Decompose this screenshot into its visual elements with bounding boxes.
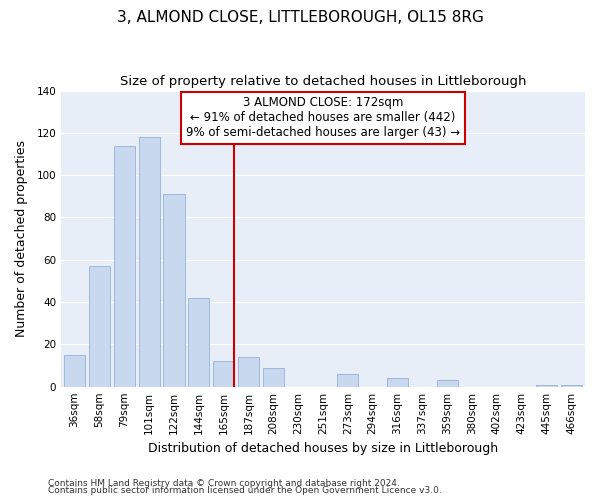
Bar bbox=[139, 137, 160, 386]
Text: Contains HM Land Registry data © Crown copyright and database right 2024.: Contains HM Land Registry data © Crown c… bbox=[48, 478, 400, 488]
Text: 3, ALMOND CLOSE, LITTLEBOROUGH, OL15 8RG: 3, ALMOND CLOSE, LITTLEBOROUGH, OL15 8RG bbox=[116, 10, 484, 25]
Bar bbox=[163, 194, 185, 386]
Text: Contains public sector information licensed under the Open Government Licence v3: Contains public sector information licen… bbox=[48, 486, 442, 495]
Y-axis label: Number of detached properties: Number of detached properties bbox=[15, 140, 28, 337]
Text: 3 ALMOND CLOSE: 172sqm
← 91% of detached houses are smaller (442)
9% of semi-det: 3 ALMOND CLOSE: 172sqm ← 91% of detached… bbox=[186, 96, 460, 140]
Bar bbox=[188, 298, 209, 386]
Bar bbox=[89, 266, 110, 386]
Title: Size of property relative to detached houses in Littleborough: Size of property relative to detached ho… bbox=[120, 75, 526, 88]
X-axis label: Distribution of detached houses by size in Littleborough: Distribution of detached houses by size … bbox=[148, 442, 498, 455]
Bar bbox=[437, 380, 458, 386]
Bar bbox=[561, 384, 582, 386]
Bar bbox=[114, 146, 135, 386]
Bar bbox=[263, 368, 284, 386]
Bar bbox=[387, 378, 408, 386]
Bar bbox=[536, 384, 557, 386]
Bar bbox=[238, 357, 259, 386]
Bar bbox=[337, 374, 358, 386]
Bar bbox=[64, 355, 85, 386]
Bar bbox=[213, 362, 234, 386]
